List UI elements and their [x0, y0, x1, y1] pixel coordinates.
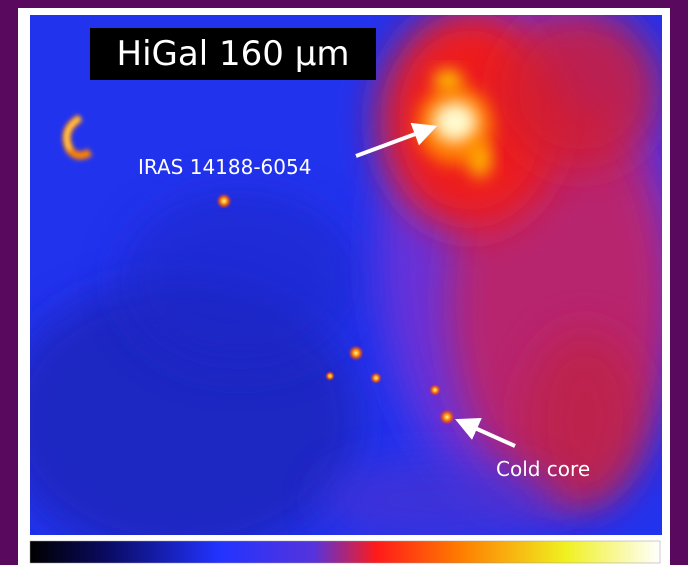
colorbar [30, 541, 660, 563]
page: HiGal 160 μm IRAS 14188-6054 Cold core (… [0, 0, 688, 565]
figure: HiGal 160 μm IRAS 14188-6054 Cold core [0, 0, 688, 565]
annotation-label: IRAS 14188-6054 [138, 155, 311, 179]
annotation-label: Cold core [496, 457, 590, 481]
image-title: HiGal 160 μm [117, 34, 350, 74]
